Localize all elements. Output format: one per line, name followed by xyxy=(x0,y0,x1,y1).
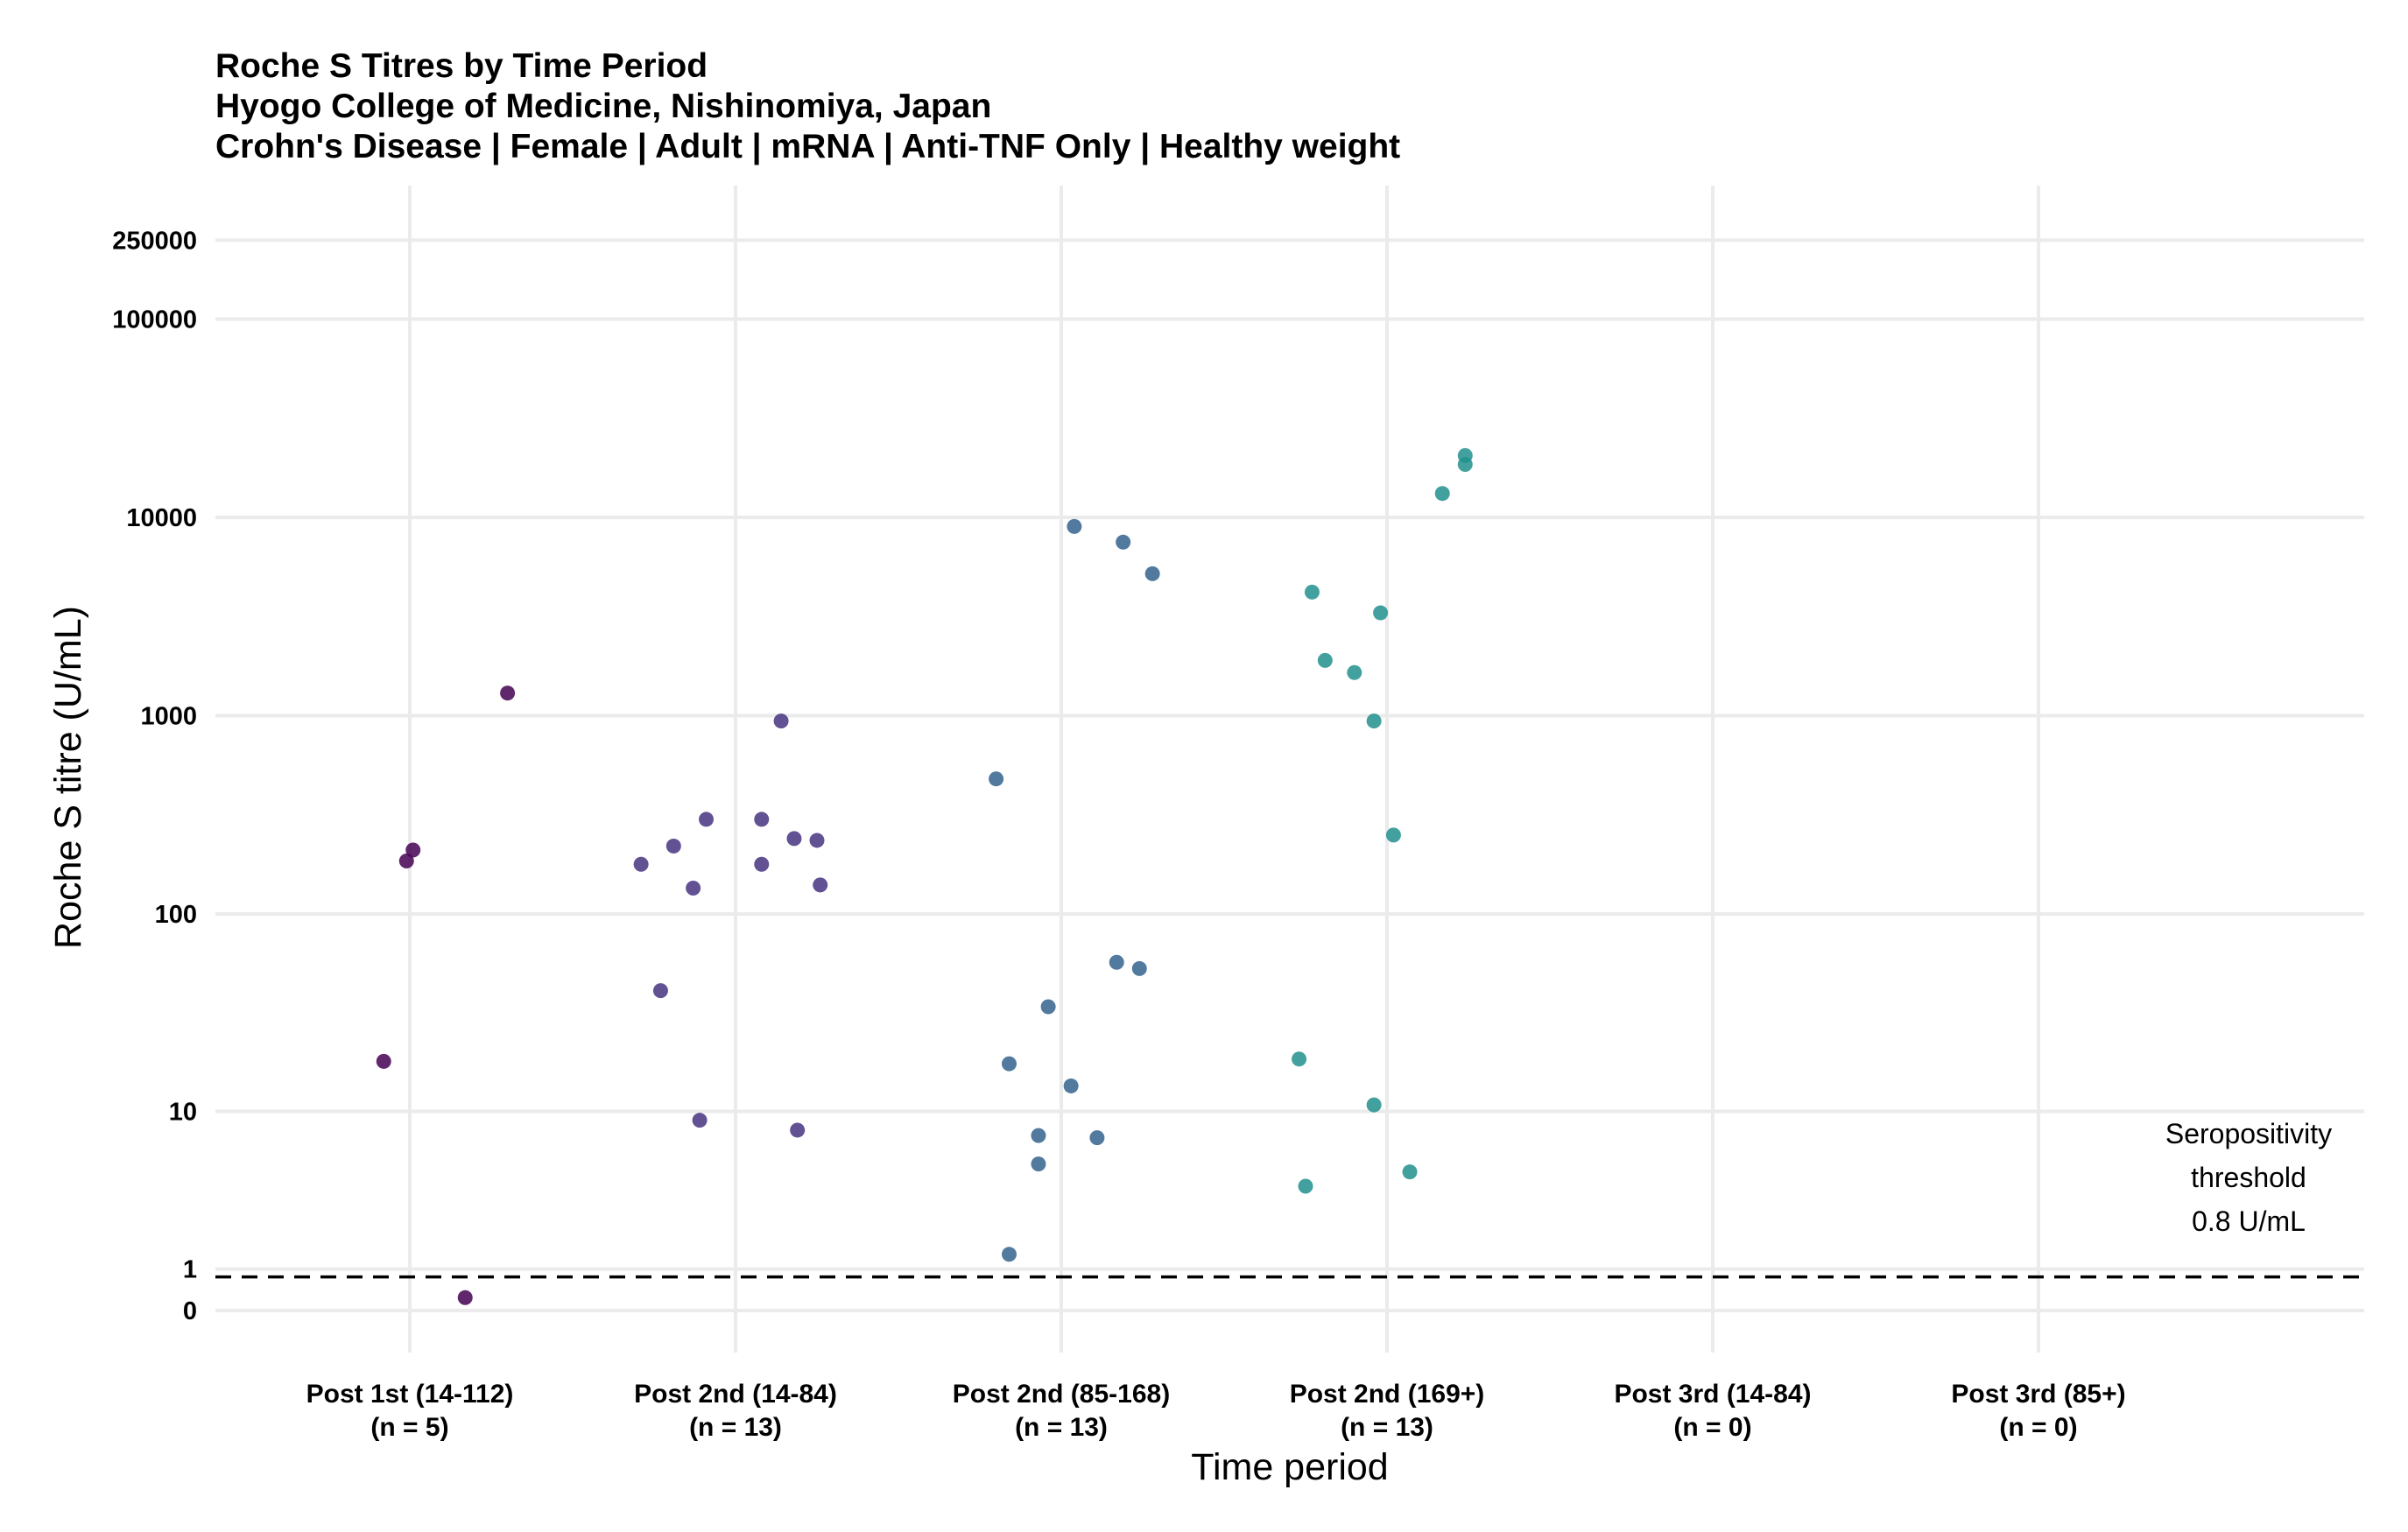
threshold-annotation: Seropositivity threshold 0.8 U/mL xyxy=(2165,1118,2332,1237)
x-tick-labels: Post 1st (14-112) (n = 5) Post 2nd (14-84)… xyxy=(306,1380,2126,1442)
x-tick-label-4: Post 3rd (14-84) xyxy=(1614,1380,1811,1409)
grid-lines xyxy=(215,186,2364,1353)
data-points xyxy=(376,447,1473,1305)
x-tick-count-4: (n = 0) xyxy=(1673,1413,1751,1442)
data-point-3-7 xyxy=(1366,713,1382,729)
data-point-3-2 xyxy=(1434,486,1450,502)
data-point-2-7 xyxy=(1001,1056,1017,1072)
x-tick-label-3: Post 2nd (169+) xyxy=(1290,1380,1485,1409)
data-point-1-6 xyxy=(633,856,649,872)
y-tick-label-0: 0 xyxy=(183,1297,197,1325)
data-point-2-10 xyxy=(1089,1130,1105,1146)
y-tick-label-250000: 250000 xyxy=(112,227,197,255)
data-point-2-11 xyxy=(1031,1156,1046,1172)
data-point-0-1 xyxy=(405,842,421,858)
x-tick-label-5: Post 3rd (85+) xyxy=(1951,1380,2125,1409)
data-point-2-0 xyxy=(1067,518,1082,534)
data-point-2-3 xyxy=(989,771,1004,787)
data-point-3-5 xyxy=(1317,652,1333,668)
data-point-1-11 xyxy=(692,1113,708,1128)
data-point-2-12 xyxy=(1001,1247,1017,1262)
y-tick-label-100000: 100000 xyxy=(112,306,197,334)
y-axis-title: Roche S titre (U/mL) xyxy=(47,606,89,949)
x-tick-count-3: (n = 13) xyxy=(1341,1413,1433,1442)
data-point-1-4 xyxy=(809,833,825,848)
threshold-label-line-1: Seropositivity xyxy=(2165,1118,2332,1149)
data-point-3-4 xyxy=(1373,605,1389,621)
chart-subtitle-line-2: Crohn's Disease | Female | Adult | mRNA … xyxy=(215,128,1400,165)
threshold-label-line-3: 0.8 U/mL xyxy=(2192,1205,2306,1237)
x-tick-count-1: (n = 13) xyxy=(689,1413,782,1442)
y-tick-label-10000: 10000 xyxy=(126,504,197,532)
data-point-2-8 xyxy=(1063,1078,1079,1093)
data-point-0-3 xyxy=(376,1053,391,1069)
threshold-label-line-2: threshold xyxy=(2191,1162,2306,1193)
data-point-3-9 xyxy=(1292,1051,1307,1067)
y-tick-label-100: 100 xyxy=(155,901,197,929)
data-point-2-9 xyxy=(1031,1128,1046,1143)
data-point-0-0 xyxy=(500,685,516,701)
data-point-0-4 xyxy=(457,1290,473,1305)
y-tick-labels: 0 1 10 100 1000 10000 100000 250000 xyxy=(112,227,197,1325)
data-point-1-7 xyxy=(754,856,770,872)
data-point-1-3 xyxy=(786,831,802,847)
data-point-2-2 xyxy=(1144,566,1160,581)
data-point-1-12 xyxy=(790,1122,806,1138)
data-point-2-1 xyxy=(1116,534,1131,550)
data-point-3-10 xyxy=(1366,1097,1382,1113)
data-point-3-8 xyxy=(1385,827,1401,843)
data-point-2-4 xyxy=(1109,954,1124,970)
x-tick-label-2: Post 2nd (85-168) xyxy=(953,1380,1170,1409)
data-point-1-10 xyxy=(652,983,668,999)
y-tick-label-1: 1 xyxy=(183,1256,197,1284)
data-point-1-1 xyxy=(699,812,715,827)
data-point-0-2 xyxy=(398,853,414,868)
y-tick-label-1000: 1000 xyxy=(140,702,197,730)
x-axis-title: Time period xyxy=(1191,1446,1388,1488)
data-point-3-1 xyxy=(1457,456,1473,472)
chart-subtitle-line-1: Hyogo College of Medicine, Nishinomiya, … xyxy=(215,88,991,125)
data-point-3-3 xyxy=(1304,584,1320,600)
data-point-1-2 xyxy=(754,812,770,827)
x-tick-label-1: Post 2nd (14-84) xyxy=(634,1380,837,1409)
y-tick-label-10: 10 xyxy=(169,1099,197,1127)
data-point-1-8 xyxy=(686,880,701,896)
data-point-3-12 xyxy=(1298,1178,1313,1194)
data-point-2-5 xyxy=(1131,960,1147,976)
data-point-1-0 xyxy=(773,713,789,729)
data-point-3-11 xyxy=(1402,1164,1418,1180)
data-point-1-9 xyxy=(813,877,828,893)
x-tick-count-0: (n = 5) xyxy=(370,1413,448,1442)
data-point-2-6 xyxy=(1040,999,1056,1015)
x-tick-count-2: (n = 13) xyxy=(1015,1413,1108,1442)
data-point-1-5 xyxy=(665,838,681,854)
x-tick-label-0: Post 1st (14-112) xyxy=(306,1380,514,1409)
x-tick-count-5: (n = 0) xyxy=(1999,1413,2077,1442)
chart-title: Roche S Titres by Time Period xyxy=(215,47,708,85)
data-point-3-6 xyxy=(1347,664,1362,680)
